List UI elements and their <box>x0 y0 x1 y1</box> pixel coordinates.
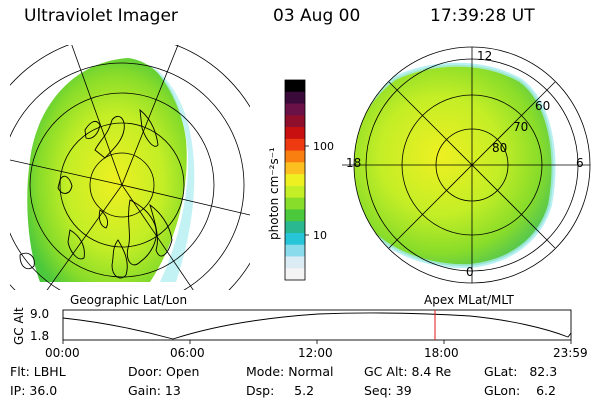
status-glat: GLat: 82.3 <box>484 364 558 379</box>
colorbar-band <box>285 127 305 140</box>
colorbar-band <box>285 150 305 163</box>
status-ip: IP: 36.0 <box>10 383 58 398</box>
altitude-curve <box>62 312 572 340</box>
colorbar-band <box>285 244 305 258</box>
magnetic-label: Apex MLat/MLT <box>424 293 514 307</box>
aurora-emission-left <box>27 58 187 282</box>
x-tick-0600: 06:00 <box>170 346 205 360</box>
mlt-label-12: 12 <box>477 49 492 63</box>
status-door: Door: Open <box>128 364 200 379</box>
colorbar-band <box>285 162 305 175</box>
mlt-label-0: 0 <box>466 265 474 279</box>
aurora-edge-left <box>150 64 195 282</box>
colorbar-band <box>285 185 305 199</box>
colorbar-band <box>285 209 305 222</box>
status-filter: Flt: LBHL <box>10 364 66 379</box>
x-tick-2359: 23:59 <box>553 346 588 360</box>
colorbar-unit-label: photon cm⁻²s⁻¹ <box>267 147 281 240</box>
status-dsp: Dsp: 5.2 <box>246 383 315 398</box>
mlt-label-18: 18 <box>346 156 361 170</box>
y-tick-9: 9.0 <box>30 307 49 321</box>
colorbar-band <box>285 91 305 105</box>
mlt-label-6: 6 <box>576 156 584 170</box>
coastlines <box>19 108 173 279</box>
x-tick-1800: 18:00 <box>424 346 459 360</box>
status-glon: GLon: 6.2 <box>484 383 556 398</box>
colorbar-band <box>285 221 305 234</box>
x-tick-1200: 12:00 <box>298 346 333 360</box>
status-gc-alt: GC Alt: 8.4 Re <box>364 364 452 379</box>
colorbar-band <box>285 256 305 269</box>
colorbar-band <box>285 268 305 281</box>
status-mode: Mode: Normal <box>246 364 334 379</box>
status-seq: Seq: 39 <box>364 383 412 398</box>
colorbar-band <box>285 103 305 116</box>
y-axis-label: GC Alt <box>12 307 26 345</box>
colorbar-band <box>285 80 305 93</box>
colorbar-tick-100: 100 <box>313 140 334 153</box>
mlat-label-70: 70 <box>513 120 528 134</box>
orbit-plot: 9.0 1.8 00:00 06:00 12:00 18:00 23:59 GC… <box>12 307 588 360</box>
image-time: 17:39:28 UT <box>430 6 535 26</box>
geographic-image <box>10 45 250 290</box>
status-gain: Gain: 13 <box>128 383 181 398</box>
colorbar-band <box>285 115 305 128</box>
colorbar-tick-10: 10 <box>313 229 327 242</box>
x-tick-0000: 00:00 <box>45 346 80 360</box>
instrument-title: Ultraviolet Imager <box>24 6 178 26</box>
mlat-label-60: 60 <box>535 99 550 113</box>
magnetic-image: 12 18 6 0 60 70 80 <box>342 46 591 284</box>
colorbar-band <box>285 232 305 246</box>
colorbar-band <box>285 197 305 211</box>
mlat-label-80: 80 <box>492 141 507 155</box>
y-tick-1-8: 1.8 <box>30 329 49 343</box>
image-date: 03 Aug 00 <box>273 6 361 26</box>
colorbar-band <box>285 174 305 187</box>
colorbar-band <box>285 138 305 152</box>
colorbar: 100 10 photon cm⁻²s⁻¹ <box>267 79 334 281</box>
geographic-label: Geographic Lat/Lon <box>70 293 188 307</box>
